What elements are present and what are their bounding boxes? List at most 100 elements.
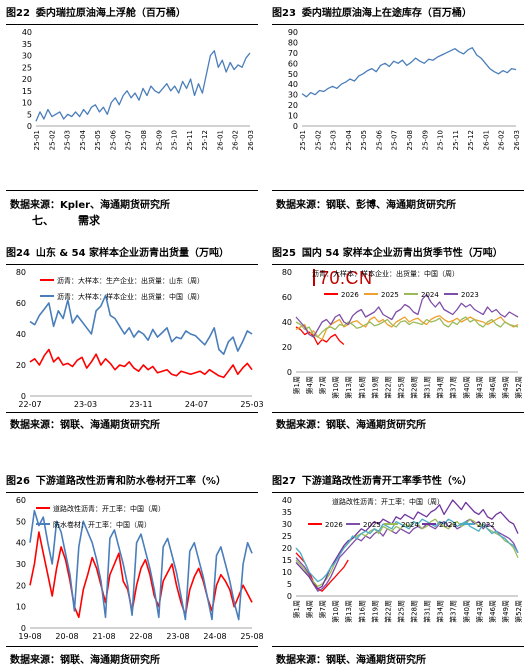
x-tick-label: 第1周 <box>292 376 301 394</box>
y-tick-label: 30 <box>16 560 26 569</box>
figure-panel-22: 图22 委内瑞拉原油海上浮舱（百万桶） 0 5 10 15 20 25 30 35 40 25-01… <box>6 6 258 211</box>
x-tick-label: 19-08 <box>18 632 41 641</box>
y-tick-label: 0 <box>287 368 292 377</box>
x-tick-label: 25-04 <box>79 129 87 150</box>
series-line <box>295 499 519 590</box>
title-rule <box>272 264 524 265</box>
y-tick-label: 60 <box>16 299 26 308</box>
source-rule <box>272 190 524 191</box>
series-line <box>295 326 345 346</box>
chart-svg: 0 20 40 60 80 22-07 23-03 23-11 24-07 25-03 沥青：大样本… <box>16 268 264 409</box>
x-tick-label: 25-01 <box>299 130 307 150</box>
figure-source: 数据来源：钢联、海通期货研究所 <box>10 655 160 666</box>
section-heading: 七、 需求 <box>32 214 100 227</box>
series-line <box>301 47 517 98</box>
y-tick-label: 80 <box>282 268 292 277</box>
x-tick-label: 第43周 <box>475 376 484 399</box>
x-tick-label: 25-05 <box>360 130 368 150</box>
x-tick-label: 25-02 <box>314 130 322 150</box>
x-tick-label: 第16周 <box>357 600 366 623</box>
y-tick-label: 35 <box>22 40 32 49</box>
y-tick-label: 20 <box>288 101 298 110</box>
x-tick-label: 第4周 <box>305 600 314 618</box>
legend-label: 2022 <box>477 521 495 529</box>
x-tick-label: 26-03 <box>247 130 255 150</box>
x-tick-label: 第40周 <box>462 376 471 399</box>
x-tick-label: 26-02 <box>498 130 506 150</box>
x-tick-label: 22-08 <box>129 632 152 641</box>
y-tick-label: 80 <box>288 38 298 47</box>
x-tick-label: 25-08 <box>240 632 263 641</box>
x-tick-label: 25-12 <box>467 130 475 150</box>
legend-label: 道路改性沥青：开工率：中国（周） <box>53 504 165 513</box>
figure-source: 数据来源：钢联、海通期货研究所 <box>276 655 426 666</box>
x-tick-label: 第46周 <box>488 376 497 399</box>
x-tick-label: 第34周 <box>436 600 445 623</box>
y-tick-label: 10 <box>16 603 26 612</box>
source-rule <box>6 190 258 191</box>
y-tick-label: 0 <box>21 624 26 633</box>
series-line <box>29 509 253 621</box>
x-tick-label: 23-03 <box>74 400 97 409</box>
x-tick-label: 25-08 <box>140 130 148 150</box>
series-line <box>295 518 519 588</box>
source-rule <box>272 412 524 413</box>
x-tick-label: 25-04 <box>345 129 353 150</box>
figure-source: 数据来源：钢联、彭博、海通期货研究所 <box>276 200 456 211</box>
figure-panel-26: 图26 下游道路改性沥青和防水卷材开工率（%） 0 10 20 30 40 50 60 19-0… <box>6 474 264 666</box>
y-tick-label: 90 <box>288 28 298 37</box>
y-tick-label: 35 <box>282 508 292 517</box>
y-tick-label: 40 <box>16 330 26 339</box>
source-rule <box>6 646 258 647</box>
y-tick-label: 60 <box>288 59 298 68</box>
y-tick-label: 0 <box>293 122 298 131</box>
x-tick-label: 第40周 <box>462 600 471 623</box>
y-tick-label: 15 <box>282 556 292 565</box>
series-line <box>29 294 253 355</box>
y-tick-label: 5 <box>27 110 32 119</box>
series-line <box>295 315 519 341</box>
x-tick-label: 22-07 <box>18 400 41 409</box>
y-tick-label: 70 <box>288 49 298 58</box>
figure-title: 图24 山东 & 54 家样本企业沥青出货量（万吨） <box>6 248 230 259</box>
x-tick-label: 26-01 <box>482 130 490 150</box>
x-tick-label: 25-08 <box>406 130 414 150</box>
x-tick-label: 25-01 <box>33 130 41 150</box>
title-rule <box>6 24 258 25</box>
x-tick-label: 第34周 <box>436 376 445 399</box>
legend-label: 2026 <box>325 521 343 529</box>
x-tick-label: 第19周 <box>370 376 379 399</box>
x-tick-label: 第22周 <box>383 600 392 623</box>
x-tick-label: 第43周 <box>475 600 484 623</box>
figure-title: 图27 下游道路改性沥青开工率季节性（%） <box>272 476 472 487</box>
y-tick-label: 30 <box>282 520 292 529</box>
x-tick-label: 第19周 <box>370 600 379 623</box>
y-tick-label: 40 <box>282 496 292 505</box>
x-tick-label: 第7周 <box>318 600 327 618</box>
figure-panel-24: 图24 山东 & 54 家样本企业沥青出货量（万吨） 0 20 40 60 80 22-07… <box>6 246 264 436</box>
x-tick-label: 第28周 <box>410 600 419 623</box>
figure-title: 图23 委内瑞拉原油海上在途库存（百万桶） <box>272 8 472 19</box>
legend-label: 2026 <box>341 291 359 299</box>
legend-label: 2024 <box>401 521 419 529</box>
x-tick-label: 21-08 <box>92 632 115 641</box>
title-rule <box>272 24 524 25</box>
figure-source: 数据来源：Kpler、海通期货研究所 <box>10 200 171 211</box>
x-tick-label: 第22周 <box>383 376 392 399</box>
series-line <box>295 518 519 592</box>
legend-label: 2025 <box>381 291 399 299</box>
chart-svg: 0 5 10 15 20 25 30 35 40 25-01 25-02 25-03 25-04 25-0… <box>22 28 255 150</box>
figure-title: 图22 委内瑞拉原油海上浮舱（百万桶） <box>6 8 186 19</box>
x-tick-label: 25-10 <box>171 130 179 150</box>
series-line <box>295 293 519 338</box>
y-tick-label: 40 <box>282 318 292 327</box>
x-tick-label: 第13周 <box>344 376 353 399</box>
x-tick-label: 第49周 <box>501 600 510 623</box>
y-tick-label: 20 <box>16 581 26 590</box>
x-tick-label: 第10周 <box>331 600 340 623</box>
x-tick-label: 25-09 <box>421 130 429 150</box>
x-tick-label: 23-08 <box>166 632 189 641</box>
x-tick-label: 25-10 <box>437 130 445 150</box>
chart-subtitle: 道路改性沥青：开工率：中国（周） <box>332 497 444 506</box>
x-tick-label: 25-03 <box>64 130 72 150</box>
